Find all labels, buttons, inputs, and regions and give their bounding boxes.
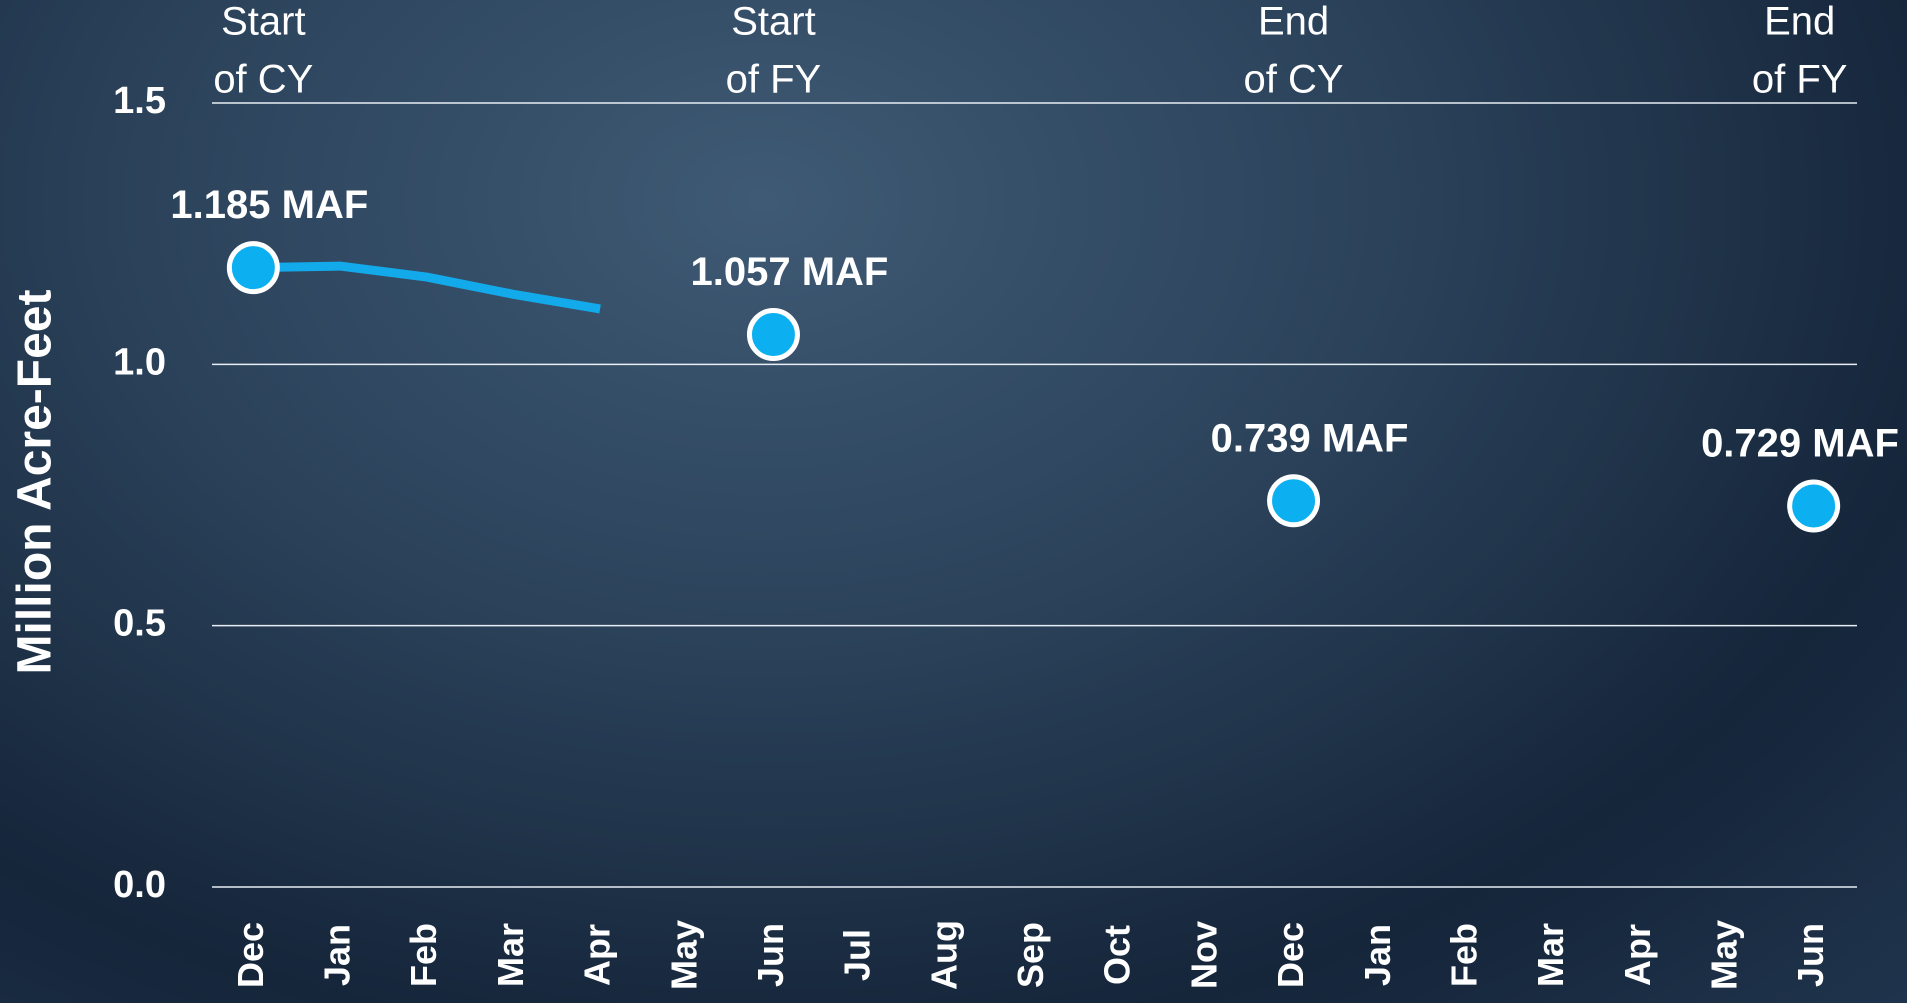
data-label: 0.739 MAF: [1211, 416, 1409, 460]
data-label: 0.729 MAF: [1701, 422, 1899, 466]
y-axis-title: Million Acre-Feet: [9, 290, 62, 675]
data-point: [1787, 479, 1841, 533]
period-label: Start: [731, 0, 815, 44]
x-tick-label: Feb: [1443, 923, 1484, 987]
y-tick-label: 0.5: [113, 603, 166, 645]
y-tick-label: 1.5: [113, 80, 166, 122]
x-tick-label: Jun: [750, 923, 791, 987]
data-point: [1267, 474, 1321, 528]
y-tick-label: 0.0: [113, 864, 166, 906]
x-tick-label: Dec: [1270, 922, 1311, 988]
data-label: 1.185 MAF: [170, 183, 368, 227]
data-line: [253, 261, 601, 314]
x-tick-label: Jan: [317, 924, 358, 986]
x-tick-label: Feb: [403, 923, 444, 987]
x-tick-label: May: [663, 920, 704, 990]
x-tick-label: May: [1703, 920, 1744, 990]
data-point: [746, 308, 800, 362]
x-tick-label: Nov: [1183, 921, 1224, 989]
x-tick-label: Sep: [1010, 922, 1051, 988]
data-point: [226, 241, 280, 295]
x-tick-label: Mar: [490, 923, 531, 987]
x-tick-label: Dec: [230, 922, 271, 988]
x-tick-label: Jun: [1790, 923, 1831, 987]
period-label: End: [1764, 0, 1835, 44]
x-tick-label: Jul: [837, 929, 878, 981]
period-label: of CY: [1244, 58, 1344, 102]
x-tick-label: Jan: [1357, 924, 1398, 986]
x-tick-label: Oct: [1097, 925, 1138, 985]
data-label: 1.057 MAF: [691, 250, 889, 294]
x-tick-label: Apr: [1617, 924, 1658, 986]
y-tick-label: 1.0: [113, 341, 166, 383]
period-label: End: [1258, 0, 1329, 44]
period-label: of FY: [726, 58, 822, 102]
x-tick-label: Aug: [923, 920, 964, 990]
period-label: of FY: [1752, 58, 1848, 102]
period-label: Start: [221, 0, 305, 44]
x-tick-label: Mar: [1530, 923, 1571, 987]
period-label: of CY: [213, 58, 313, 102]
x-tick-label: Apr: [577, 924, 618, 986]
